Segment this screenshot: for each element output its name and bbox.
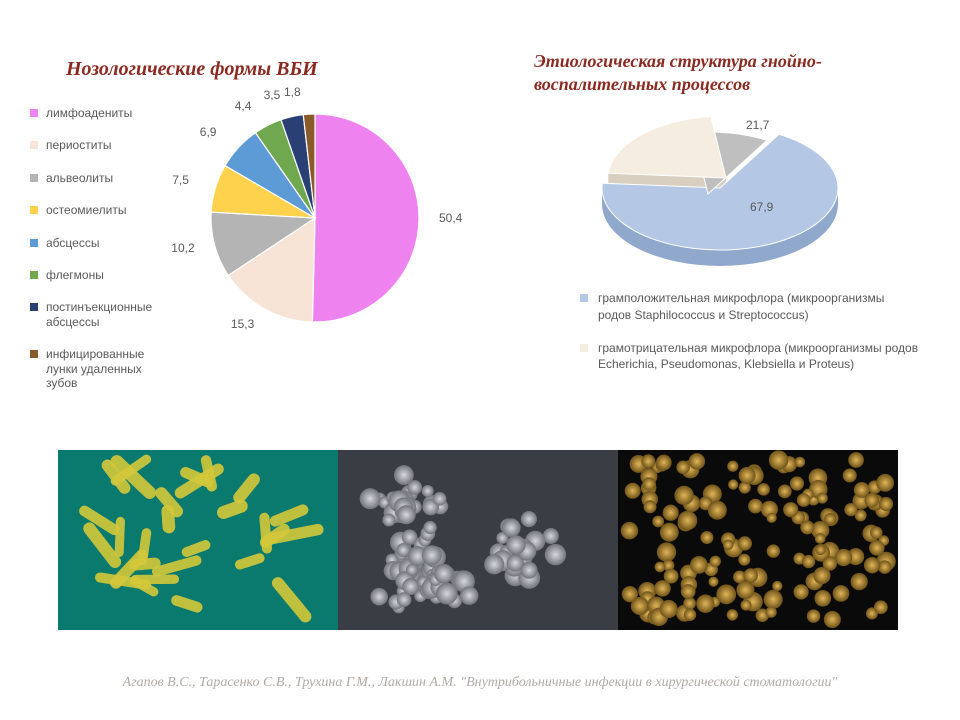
title-left: Нозологические формы ВБИ [66,58,318,81]
legend-item: инфицированные лунки удаленных зубов [30,347,160,390]
legend-label: остеомиелиты [46,203,126,217]
legend-swatch [30,141,38,149]
legend-label: альвеолиты [46,171,113,185]
bacteria-photo-1 [58,450,338,630]
legend-label: постинъекционные абсцессы [46,300,160,329]
legend-chart1: лимфоадениты периоститы альвеолиты остеомие… [30,106,160,408]
legend-label: периоститы [46,138,112,152]
pie-chart-etiological: 67,9 21,7 [560,110,890,270]
pie-slice-label: 6,9 [200,125,217,139]
pie-slice-label: 15,3 [231,317,254,331]
pie-slice-label: 67,9 [750,200,773,214]
legend-item: лимфоадениты [30,106,160,120]
pie-slice-label: 7,5 [172,173,189,187]
legend-item: грамположительная микрофлора (микроорган… [580,290,920,324]
legend-label: абсцессы [46,236,99,250]
pie-slice-label: 21,7 [746,118,769,132]
bacteria-photo-2 [338,450,618,630]
legend-item: грамотрицательная микрофлора (микроорган… [580,340,920,374]
legend-item: остеомиелиты [30,203,160,217]
legend-swatch [30,271,38,279]
legend-label: флегмоны [46,268,104,282]
legend-item: флегмоны [30,268,160,282]
bacteria-photo-3 [618,450,898,630]
legend-swatch [30,303,38,311]
pie-slice-label: 3,5 [264,88,281,102]
legend-item: периоститы [30,138,160,152]
legend-swatch [30,350,38,358]
citation-footer: Агапов В.С., Тарасенко С.В., Трухина Г.М… [0,675,960,691]
legend-label: грамотрицательная микрофлора (микроорган… [598,340,920,374]
legend-swatch [580,294,588,302]
legend-label: грамположительная микрофлора (микроорган… [598,290,920,324]
pie-chart-nosological: 50,4 15,3 10,2 7,5 6,9 4,4 3,51,8 [160,88,470,348]
pie-slice-label: 1,8 [284,85,301,99]
legend-item: абсцессы [30,236,160,250]
legend-label: лимфоадениты [46,106,132,120]
legend-swatch [580,344,588,352]
legend-swatch [30,174,38,182]
pie-slice [608,117,726,178]
legend-chart2: грамположительная микрофлора (микроорган… [580,290,920,389]
legend-swatch [30,239,38,247]
legend-item: постинъекционные абсцессы [30,300,160,329]
pie-slice-label: 10,2 [171,241,194,255]
legend-swatch [30,109,38,117]
pie-slice-label: 4,4 [235,99,252,113]
pie-slice-label: 50,4 [439,211,462,225]
title-right: Этиологическая структура гнойно-воспалит… [534,50,914,95]
legend-item: альвеолиты [30,171,160,185]
bacteria-photo-row [58,450,898,630]
legend-swatch [30,206,38,214]
pie-slice [312,114,419,322]
legend-label: инфицированные лунки удаленных зубов [46,347,160,390]
